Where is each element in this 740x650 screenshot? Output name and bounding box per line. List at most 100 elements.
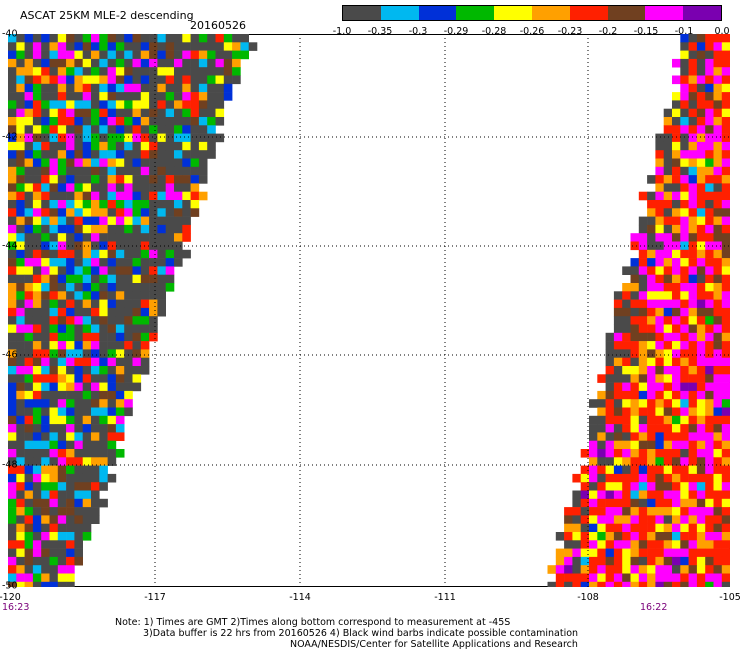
swath-map xyxy=(8,34,730,587)
swath-pixel xyxy=(721,133,730,143)
swath-pixel xyxy=(149,224,158,234)
swath-pixel xyxy=(149,266,158,275)
swath-pixel xyxy=(124,150,133,159)
swath-pixel xyxy=(49,565,59,574)
swath-pixel xyxy=(688,432,698,441)
swath-pixel xyxy=(630,341,640,350)
swath-pixel xyxy=(696,224,706,234)
swath-pixel xyxy=(16,58,25,68)
swath-pixel xyxy=(149,50,158,60)
swath-pixel xyxy=(680,573,689,583)
note-line-2: 3)Data buffer is 22 hrs from 20160526 4)… xyxy=(143,628,579,639)
swath-pixel xyxy=(41,548,50,558)
swath-pixel xyxy=(198,58,208,68)
swath-pixel xyxy=(647,258,656,267)
swath-pixel xyxy=(672,399,681,408)
swath-pixel xyxy=(655,133,664,143)
swath-pixel xyxy=(149,75,158,85)
swath-pixel xyxy=(663,498,673,508)
swath-pixel xyxy=(613,424,623,433)
swath-pixel xyxy=(24,233,34,242)
swath-pixel xyxy=(8,183,17,192)
swath-pixel xyxy=(99,449,108,458)
swath-pixel xyxy=(547,565,557,574)
swath-pixel xyxy=(24,341,34,350)
swath-pixel xyxy=(572,565,581,574)
swath-pixel xyxy=(66,556,75,566)
swath-pixel xyxy=(696,108,706,118)
swath-pixel xyxy=(174,58,183,68)
swath-pixel xyxy=(622,424,631,433)
swath-pixel xyxy=(66,565,75,574)
swath-pixel xyxy=(688,125,698,134)
swath-pixel xyxy=(91,374,100,383)
swath-pixel xyxy=(16,299,25,309)
swath-pixel xyxy=(107,374,117,383)
swath-pixel xyxy=(49,258,59,267)
swath-pixel xyxy=(149,307,158,317)
swath-pixel xyxy=(74,540,83,549)
swath-pixel xyxy=(41,349,50,358)
longitude-label: -120 xyxy=(0,592,21,603)
swath-pixel xyxy=(66,92,75,101)
swath-pixel xyxy=(149,158,158,168)
swath-pixel xyxy=(107,200,117,209)
swath-pixel xyxy=(132,249,142,259)
swath-pixel xyxy=(115,191,125,201)
swath-pixel xyxy=(638,473,648,483)
swath-pixel xyxy=(638,432,648,441)
swath-pixel xyxy=(16,415,25,425)
latitude-label: -42 xyxy=(2,131,18,143)
swath-pixel xyxy=(622,540,631,549)
swath-pixel xyxy=(721,565,730,574)
swath-pixel xyxy=(115,216,125,226)
swath-pixel xyxy=(223,34,233,43)
swath-pixel xyxy=(597,573,606,583)
swath-pixel xyxy=(24,125,34,134)
swath-pixel xyxy=(630,415,640,425)
swath-pixel xyxy=(149,117,158,126)
swath-pixel xyxy=(8,125,17,134)
swath-pixel xyxy=(638,216,648,226)
swath-pixel xyxy=(688,208,698,217)
swath-pixel xyxy=(41,366,50,375)
swath-pixel xyxy=(630,449,640,458)
swath-pixel xyxy=(207,117,216,126)
swath-pixel xyxy=(613,523,623,533)
swath-pixel xyxy=(157,150,166,159)
swath-pixel xyxy=(99,374,108,383)
swath-pixel xyxy=(8,224,17,234)
swath-pixel xyxy=(8,432,17,441)
swath-pixel xyxy=(207,50,216,60)
swath-pixel xyxy=(66,581,75,587)
swath-pixel xyxy=(680,67,689,76)
swath-pixel xyxy=(124,92,133,101)
swath-pixel xyxy=(705,150,714,159)
swath-pixel xyxy=(66,390,75,400)
swath-pixel xyxy=(132,274,142,284)
swath-pixel xyxy=(663,208,673,217)
swath-pixel xyxy=(24,573,34,583)
swath-pixel xyxy=(613,515,623,524)
swath-pixel xyxy=(655,482,664,491)
swath-pixel xyxy=(82,490,92,500)
swath-pixel xyxy=(721,498,730,508)
swath-pixel xyxy=(680,299,689,309)
swath-pixel xyxy=(91,266,100,275)
swath-pixel xyxy=(66,357,75,367)
swath-pixel xyxy=(165,274,175,284)
swath-pixel xyxy=(32,324,42,334)
swath-pixel xyxy=(16,324,25,334)
swath-pixel xyxy=(8,540,17,549)
swath-pixel xyxy=(8,208,17,217)
swath-pixel xyxy=(680,407,689,417)
swath-pixel xyxy=(647,490,656,500)
swath-pixel xyxy=(49,490,59,500)
swath-pixel xyxy=(107,407,117,417)
swath-pixel xyxy=(580,507,590,516)
swath-pixel xyxy=(32,50,42,60)
swath-pixel xyxy=(57,390,67,400)
swath-pixel xyxy=(115,349,125,358)
swath-pixel xyxy=(589,556,598,566)
swath-pixel xyxy=(107,316,117,325)
